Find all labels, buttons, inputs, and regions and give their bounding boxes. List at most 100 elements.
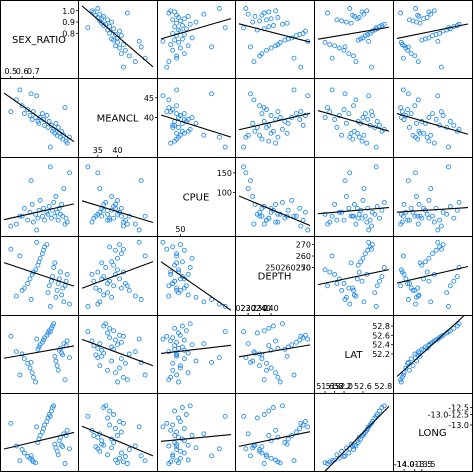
data-point	[298, 109, 304, 115]
data-point	[27, 365, 33, 371]
data-point	[42, 217, 48, 223]
tick-label: -12.5	[448, 404, 469, 413]
data-point	[124, 221, 130, 227]
data-point	[168, 140, 174, 146]
data-point	[408, 205, 414, 211]
data-point	[181, 450, 187, 456]
data-point	[431, 140, 437, 146]
data-point	[142, 372, 148, 378]
data-point	[101, 442, 107, 448]
data-point	[447, 203, 453, 209]
data-point	[415, 97, 421, 103]
data-point	[164, 64, 170, 70]
regression-line	[160, 114, 232, 138]
data-point	[406, 217, 412, 223]
data-point	[302, 113, 308, 118]
tick-label: -13.0-12.5	[428, 411, 469, 420]
data-point	[166, 377, 172, 383]
data-point	[111, 215, 117, 221]
data-point	[252, 128, 258, 134]
data-point	[298, 223, 304, 229]
data-point	[95, 301, 101, 307]
data-point	[289, 342, 295, 348]
data-point	[327, 269, 333, 275]
data-point	[41, 205, 46, 211]
data-point	[35, 215, 41, 221]
data-point	[174, 444, 180, 450]
data-point	[372, 290, 378, 296]
data-point	[410, 287, 416, 293]
data-point	[400, 55, 406, 61]
data-point	[63, 215, 69, 221]
data-point	[348, 213, 354, 219]
data-point	[172, 138, 178, 144]
data-point	[264, 124, 269, 130]
data-point	[55, 281, 61, 286]
data-point	[179, 36, 185, 42]
data-point	[201, 11, 207, 17]
data-point	[297, 117, 303, 122]
data-point	[201, 299, 207, 305]
data-point	[187, 265, 193, 270]
data-point	[377, 408, 382, 414]
data-point	[136, 239, 142, 245]
data-point	[456, 199, 462, 205]
regression-line	[324, 405, 390, 471]
data-point	[30, 219, 36, 225]
panel-depth-vs-long	[393, 236, 473, 316]
data-point	[95, 345, 101, 351]
data-point	[381, 199, 387, 205]
data-point	[27, 113, 33, 118]
data-point	[360, 255, 366, 261]
tick-label: 260	[296, 252, 311, 261]
data-point	[398, 283, 404, 289]
data-point	[105, 367, 111, 373]
data-point	[8, 109, 14, 115]
data-point	[103, 403, 109, 409]
data-point	[174, 429, 180, 435]
tick-label: 52.0	[335, 382, 353, 391]
data-point	[189, 433, 195, 438]
data-point	[113, 337, 118, 343]
data-point	[105, 17, 111, 23]
data-point	[164, 246, 170, 252]
data-point	[369, 64, 374, 70]
data-point	[120, 64, 126, 70]
data-point	[164, 109, 170, 115]
data-point	[329, 458, 335, 464]
data-point	[193, 445, 199, 451]
data-point	[284, 213, 290, 219]
panel-frame	[314, 78, 394, 158]
data-point	[405, 359, 411, 365]
data-point	[451, 122, 457, 128]
data-point	[284, 130, 290, 136]
data-point	[346, 205, 352, 211]
data-point	[166, 293, 172, 299]
data-point	[347, 170, 353, 176]
data-point	[115, 255, 120, 261]
data-point	[101, 292, 107, 298]
data-point	[266, 325, 272, 331]
data-point	[373, 144, 379, 150]
data-point	[176, 330, 181, 336]
data-point	[160, 93, 166, 99]
data-point	[59, 292, 65, 298]
data-point	[339, 287, 345, 293]
data-point	[193, 358, 199, 364]
data-point	[332, 201, 338, 207]
variable-label-cpue: CPUE	[183, 193, 210, 204]
data-point	[39, 339, 45, 345]
data-point	[248, 44, 253, 50]
data-point	[105, 290, 111, 296]
panel-sex-ratio-vs-long	[393, 0, 473, 79]
data-point	[369, 28, 375, 34]
data-point	[451, 215, 457, 221]
data-point	[132, 221, 138, 227]
data-point	[97, 287, 103, 293]
data-point	[398, 10, 404, 16]
data-point	[251, 221, 257, 227]
data-point	[170, 122, 176, 128]
data-point	[334, 281, 340, 286]
data-point	[285, 120, 291, 126]
